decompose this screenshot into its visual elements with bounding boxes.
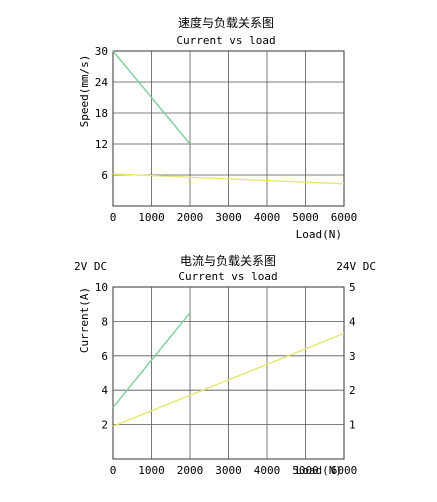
x-tick-label: 2000 [177,211,204,224]
y-tick-label: 2 [101,419,108,432]
current-chart-xlabel: Load(N) [296,464,342,477]
series-line-1 [112,332,345,427]
x-tick-label: 4000 [254,464,281,477]
current-chart-right-label: 24V DC [336,260,376,273]
y-tick-label: 6 [101,169,108,182]
x-tick-label: 3000 [215,211,242,224]
y2-tick-label: 1 [349,419,356,432]
current-chart-left-label: 2V DC [74,260,107,273]
speed-chart-subtitle: Current vs load [176,34,275,47]
y-tick-label: 12 [95,138,108,151]
x-tick-label: 4000 [254,211,281,224]
x-tick-label: 0 [110,464,117,477]
x-tick-label: 1000 [138,211,165,224]
speed-chart-ticks: 0 1000 2000 3000 4000 5000 6000 6 12 18 24 30 [95,45,358,224]
series-line-0 [112,50,191,145]
y-tick-label: 4 [101,384,108,397]
x-tick-label: 1000 [138,464,165,477]
y2-tick-label: 5 [349,281,356,294]
speed-chart: 速度与负载关系图 Current vs load Speed(mm/s) Loa… [78,15,357,241]
y-tick-label: 24 [95,76,109,89]
y-tick-label: 10 [95,281,108,294]
current-chart-ylabel: Current(A) [78,287,91,353]
speed-chart-title: 速度与负载关系图 [178,15,274,30]
y2-tick-label: 3 [349,350,356,363]
y-tick-label: 8 [101,315,108,328]
y2-tick-label: 2 [349,384,356,397]
x-tick-label: 2000 [177,464,204,477]
y-tick-label: 6 [101,350,108,363]
series-line-0 [112,312,191,408]
x-tick-label: 3000 [215,464,242,477]
x-tick-label: 6000 [331,211,358,224]
x-tick-label: 5000 [292,464,319,477]
current-chart-subtitle: Current vs load [178,270,277,283]
y2-tick-label: 4 [349,315,356,328]
x-tick-label: 0 [110,211,117,224]
speed-chart-lines [112,50,345,185]
y-tick-label: 30 [95,45,108,58]
series-line-1 [112,173,345,185]
current-chart-title: 电流与负载关系图 [180,254,276,268]
x-tick-label: 6000 [331,464,358,477]
speed-chart-xlabel: Load(N) [296,228,342,241]
current-chart: 电流与负载关系图 Current vs load 2V DC 24V DC Cu… [74,254,376,477]
x-tick-label: 5000 [292,211,319,224]
speed-chart-ylabel: Speed(mm/s) [78,55,91,128]
y-tick-label: 18 [95,107,108,120]
current-chart-grid [112,286,345,460]
current-chart-lines [112,312,345,427]
